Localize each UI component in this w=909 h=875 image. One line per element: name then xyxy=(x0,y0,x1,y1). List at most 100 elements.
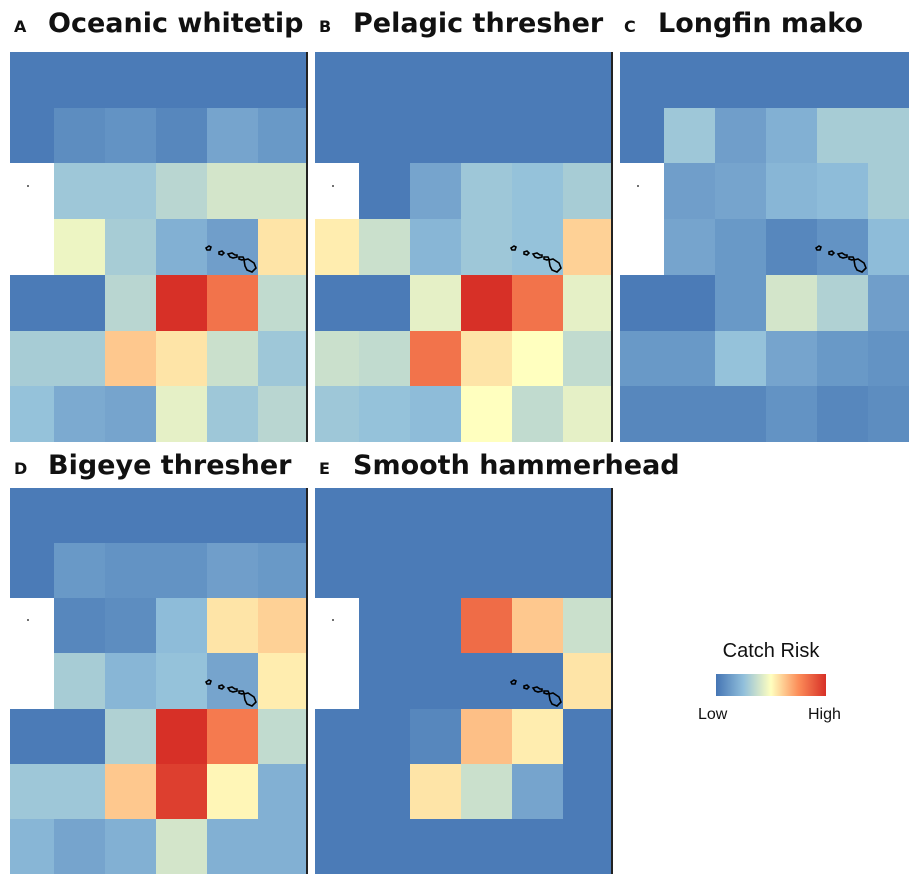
islet-dot xyxy=(332,185,334,187)
heatmap-cell xyxy=(156,386,208,442)
heatmap-cell xyxy=(315,709,360,766)
heatmap-cell xyxy=(156,653,208,710)
heatmap-cell xyxy=(410,488,462,545)
heatmap-cell xyxy=(105,219,157,276)
heatmap-cell xyxy=(258,275,308,332)
heatmap-cell xyxy=(563,488,613,545)
heatmap-cell xyxy=(359,52,411,109)
heatmap-cell xyxy=(315,819,360,874)
heatmap-cell xyxy=(563,331,613,388)
heatmap-cell xyxy=(461,543,513,600)
heatmap-cell xyxy=(461,386,513,442)
heatmap-cell xyxy=(868,386,909,442)
heatmap-cell xyxy=(410,108,462,165)
heatmap-cell xyxy=(105,488,157,545)
heatmap-cell xyxy=(258,543,308,600)
hawaii-island-outline xyxy=(226,252,238,259)
heatmap-cell xyxy=(54,653,106,710)
heatmap-cell xyxy=(664,219,716,276)
heatmap-cell xyxy=(105,163,157,220)
hawaii-island-outline xyxy=(531,686,543,693)
heatmap-cell xyxy=(54,543,106,600)
heatmap-cell xyxy=(359,819,411,874)
heatmap-cell xyxy=(156,163,208,220)
heatmap-cell xyxy=(105,653,157,710)
heatmap-cell xyxy=(54,275,106,332)
heatmap-cell xyxy=(563,653,613,710)
heatmap-cell xyxy=(512,709,564,766)
heatmap-cell xyxy=(766,275,818,332)
heatmap-cell xyxy=(868,52,909,109)
heatmap-cell xyxy=(10,163,55,220)
heatmap-cell xyxy=(156,543,208,600)
heatmap-cell xyxy=(10,543,55,600)
heatmap-cell xyxy=(410,543,462,600)
hawaii-island-outline xyxy=(531,252,543,259)
heatmap-cell xyxy=(868,219,909,276)
heatmap-cell xyxy=(359,163,411,220)
heatmap-cell xyxy=(410,331,462,388)
heatmap-cell xyxy=(258,52,308,109)
heatmap-cell xyxy=(207,653,259,710)
heatmap-cell xyxy=(620,52,665,109)
heatmap-cell xyxy=(512,386,564,442)
heatmap-cell xyxy=(207,163,259,220)
heatmap-cell xyxy=(715,163,767,220)
heatmap-cell xyxy=(10,653,55,710)
heatmap-cell xyxy=(207,488,259,545)
heatmap-cell xyxy=(410,819,462,874)
heatmap-cell xyxy=(315,219,360,276)
heatmap-cell xyxy=(105,598,157,655)
heatmap-cell xyxy=(258,653,308,710)
islet-dot xyxy=(332,619,334,621)
heatmap-cell xyxy=(359,219,411,276)
heatmap-cell xyxy=(410,764,462,821)
heatmap-cell xyxy=(766,163,818,220)
heatmap-cell xyxy=(10,219,55,276)
heatmap-cell xyxy=(563,819,613,874)
hawaii-island-outline xyxy=(543,256,551,261)
heatmap-cell xyxy=(207,598,259,655)
heatmap-cell xyxy=(10,52,55,109)
heatmap-cell xyxy=(315,488,360,545)
heatmap-cell xyxy=(512,764,564,821)
heatmap-cell xyxy=(105,764,157,821)
heatmap-cell xyxy=(207,331,259,388)
heatmap-cell xyxy=(563,598,613,655)
heatmap-cell xyxy=(10,331,55,388)
heatmap-cell xyxy=(410,386,462,442)
heatmap-cell xyxy=(105,386,157,442)
heatmap-cell xyxy=(512,219,564,276)
heatmap-cell xyxy=(461,52,513,109)
heatmap-cell xyxy=(620,163,665,220)
heatmap-cell xyxy=(817,52,869,109)
heatmap-cell xyxy=(54,386,106,442)
panel-title: Smooth hammerhead xyxy=(353,450,680,481)
heatmap-cell xyxy=(868,108,909,165)
hawaii-island-outline xyxy=(523,684,531,690)
heatmap-cell xyxy=(359,386,411,442)
heatmap-cell xyxy=(817,219,869,276)
panel-letter: B xyxy=(319,17,332,36)
hawaii-island-outline xyxy=(243,258,257,273)
hawaii-island-outline xyxy=(853,258,867,273)
heatmap-cell xyxy=(817,163,869,220)
heatmap-cell xyxy=(664,163,716,220)
heatmap-map xyxy=(10,52,308,442)
hawaii-island-outline xyxy=(509,679,517,685)
heatmap-cell xyxy=(359,331,411,388)
heatmap-cell xyxy=(715,219,767,276)
panel-title: Pelagic thresher xyxy=(353,8,604,39)
heatmap-cell xyxy=(156,219,208,276)
heatmap-cell xyxy=(207,386,259,442)
heatmap-cell xyxy=(156,709,208,766)
heatmap-cell xyxy=(461,488,513,545)
legend-title: Catch Risk xyxy=(722,640,820,662)
panel-title: Longfin mako xyxy=(658,8,864,39)
heatmap-cell xyxy=(54,52,106,109)
heatmap-cell xyxy=(54,163,106,220)
heatmap-cell xyxy=(54,764,106,821)
heatmap-cell xyxy=(410,709,462,766)
heatmap-cell xyxy=(156,275,208,332)
heatmap-map xyxy=(10,488,308,874)
